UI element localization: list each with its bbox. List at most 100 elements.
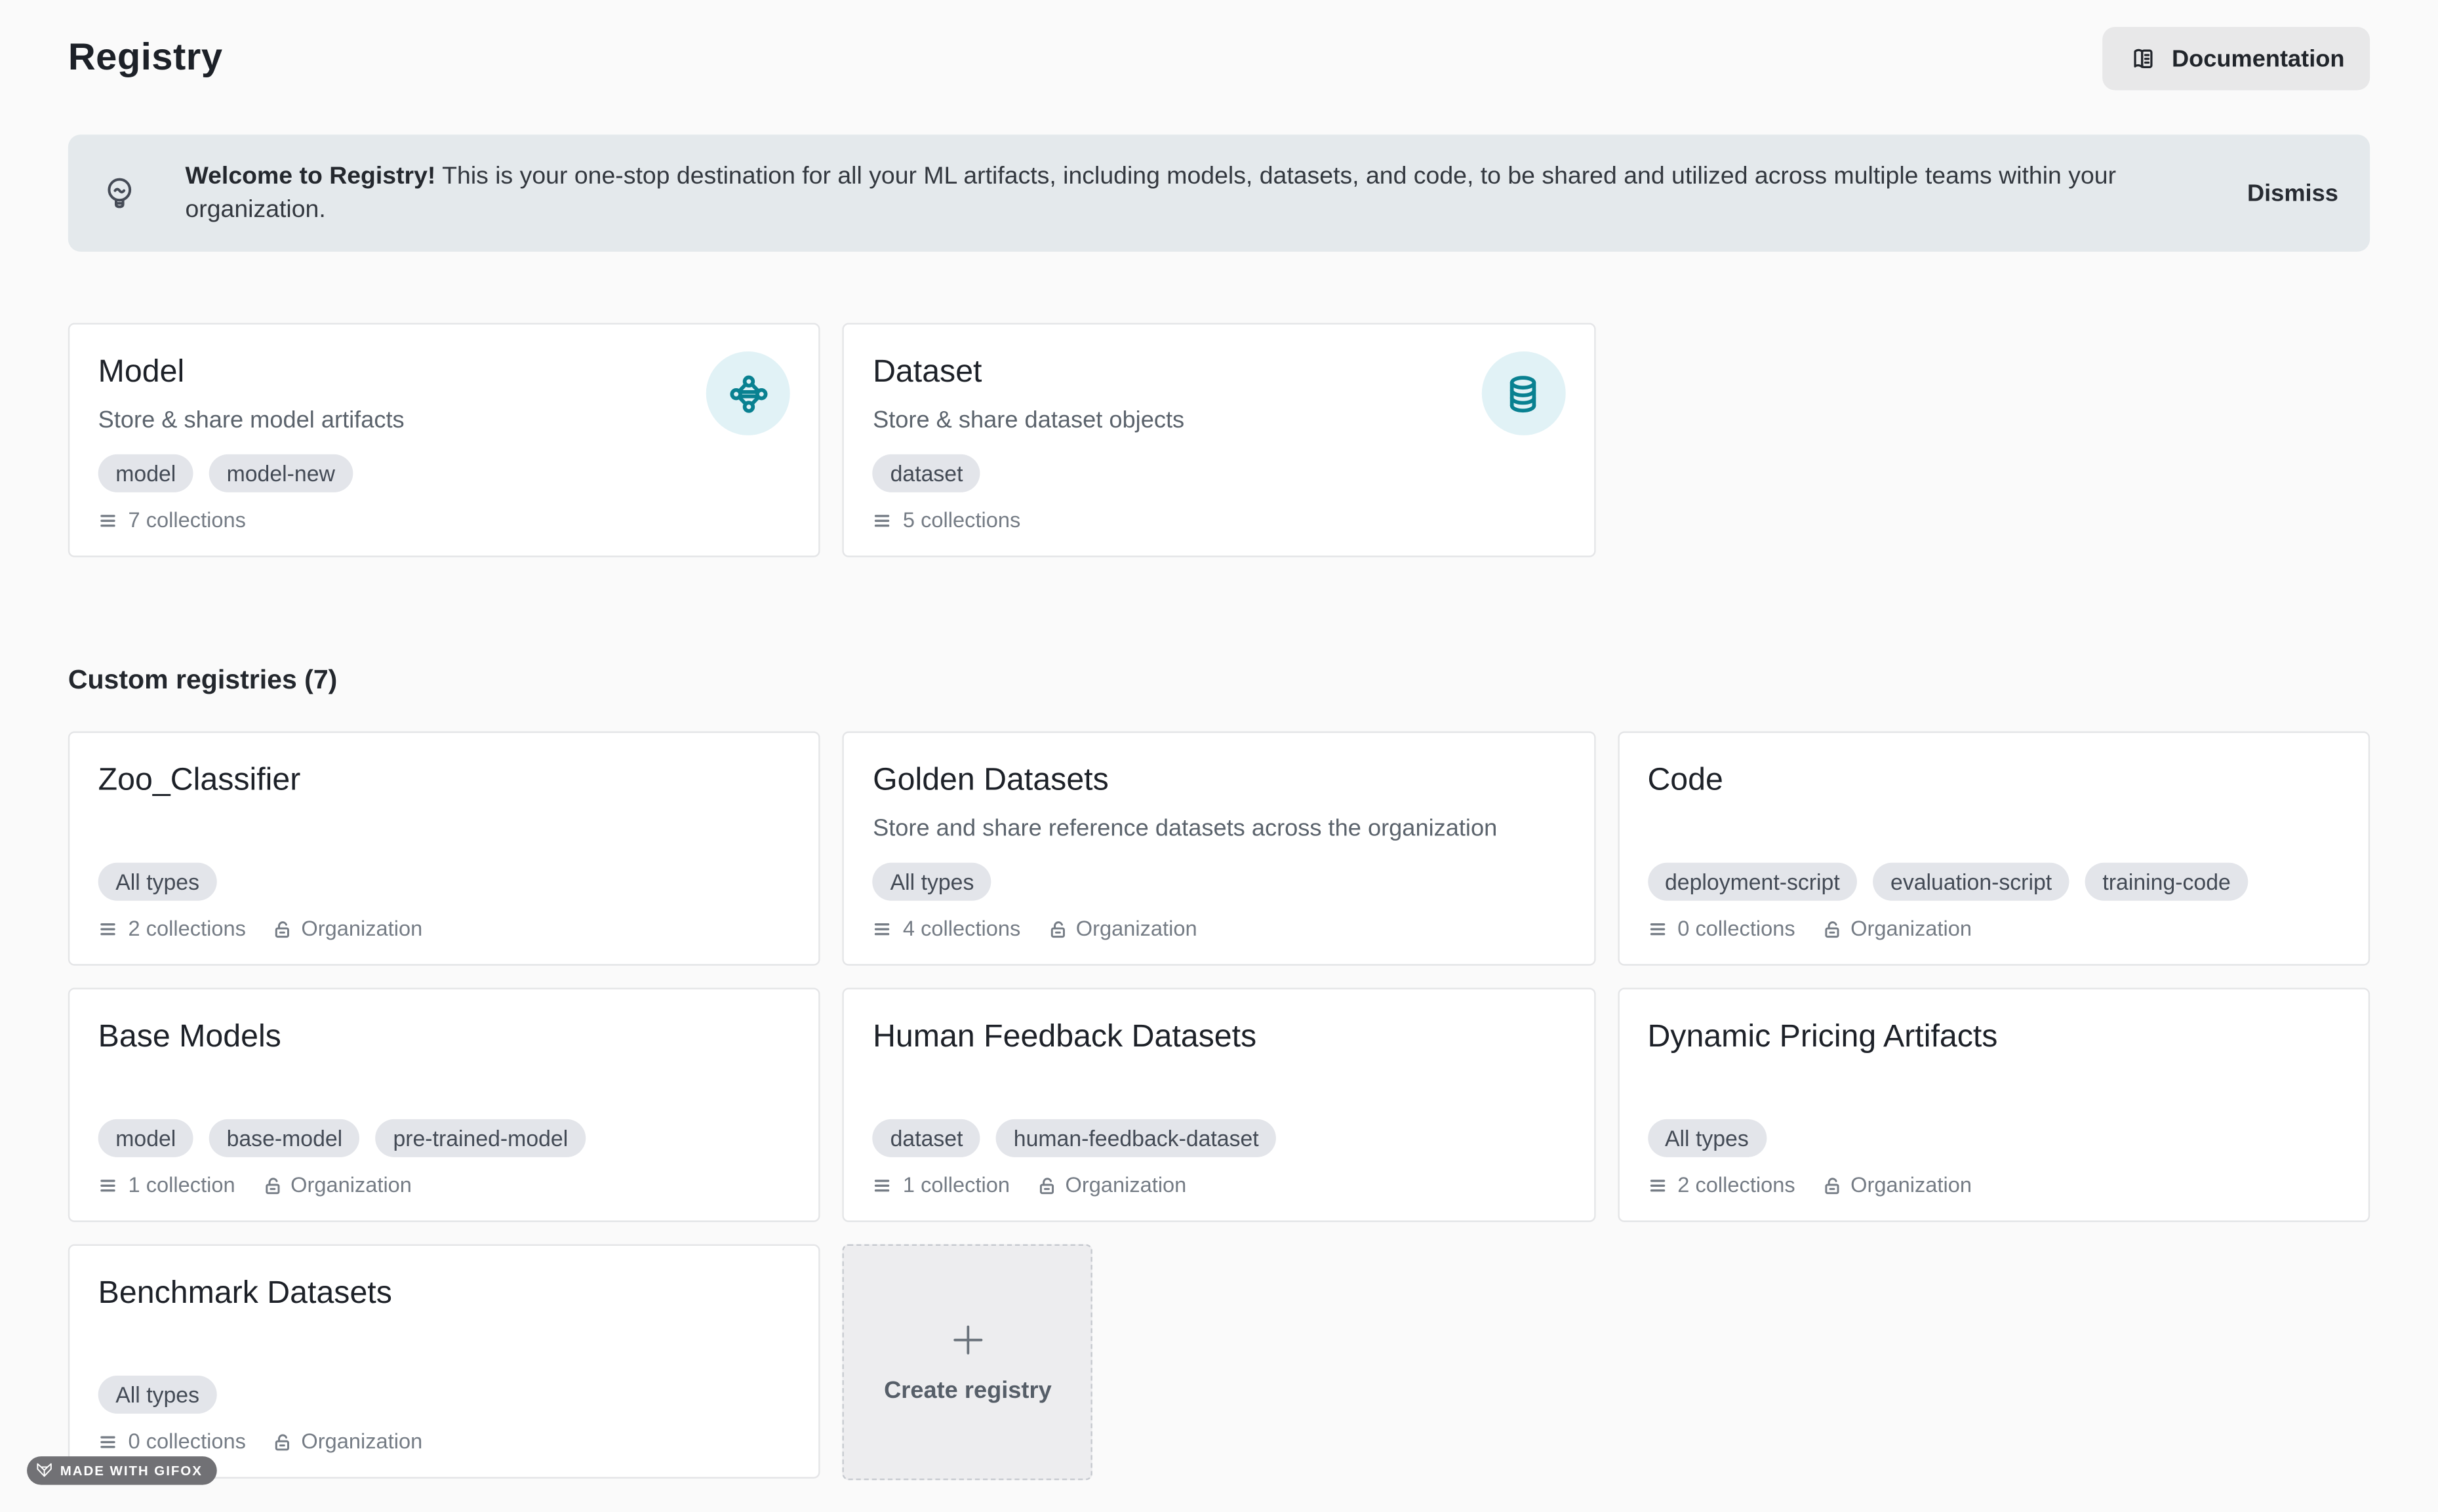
page-header: Registry Documentation	[68, 27, 2370, 90]
visibility-label: Organization	[1850, 916, 1972, 941]
registry-card-title: Dynamic Pricing Artifacts	[1647, 1019, 1998, 1054]
registry-card-title: Code	[1647, 763, 1723, 798]
unlock-icon	[275, 921, 290, 937]
tag-pill: human-feedback-dataset	[996, 1119, 1277, 1157]
tag-pill: All types	[98, 1376, 217, 1414]
card-meta: 2 collections Organization	[98, 916, 423, 941]
registry-card-dataset[interactable]: Dataset Store & share dataset objects da…	[843, 323, 1595, 557]
card-meta: 7 collections	[98, 508, 246, 532]
registry-card-description: Store & share dataset objects	[873, 407, 1185, 434]
visibility-label: Organization	[301, 1429, 423, 1454]
tag-pill: All types	[98, 862, 217, 901]
unlock-icon	[1050, 921, 1065, 937]
collections-meta: 2 collections	[98, 917, 246, 940]
tag-pill: dataset	[873, 1119, 981, 1157]
card-meta: 4 collections Organization	[873, 917, 1197, 940]
page-title: Registry	[68, 36, 223, 79]
registry-card-title: Dataset	[873, 354, 982, 389]
core-registries-grid: Model Store & share model artifacts mode…	[68, 323, 2370, 557]
list-icon	[875, 922, 890, 935]
list-icon	[875, 514, 890, 527]
tag-pill: evaluation-script	[1873, 862, 2069, 901]
registry-card-human-feedback-datasets[interactable]: Human Feedback Datasets dataset human-fe…	[843, 987, 1595, 1222]
model-icon	[706, 351, 791, 435]
create-registry-label: Create registry	[884, 1377, 1052, 1404]
visibility-label: Organization	[1850, 1172, 1972, 1197]
collections-count: 1 collection	[902, 1172, 1010, 1197]
card-meta: 1 collection Organization	[98, 1173, 412, 1197]
card-meta: 0 collections Organization	[1647, 917, 1972, 940]
collections-count: 0 collections	[1677, 916, 1795, 941]
list-icon	[100, 514, 115, 527]
dismiss-button[interactable]: Dismiss	[2244, 173, 2342, 212]
tag-pill: pre-trained-model	[375, 1119, 586, 1157]
registry-card-title: Human Feedback Datasets	[873, 1019, 1257, 1054]
visibility-meta: Organization	[1035, 1172, 1187, 1197]
welcome-banner: Welcome to Registry! This is your one-st…	[68, 134, 2370, 252]
welcome-banner-bold: Welcome to Registry!	[185, 163, 436, 190]
registry-card-title: Zoo_Classifier	[98, 763, 301, 798]
empty-grid-cell	[1618, 323, 2370, 557]
tag-list: model base-model pre-trained-model	[98, 1119, 586, 1157]
registry-card-title: Base Models	[98, 1019, 281, 1054]
registry-card-title: Golden Datasets	[873, 763, 1109, 798]
visibility-meta: Organization	[1820, 1173, 1972, 1197]
tag-list: dataset human-feedback-dataset	[873, 1119, 1277, 1157]
tag-pill: dataset	[873, 454, 981, 492]
registry-card-dynamic-pricing-artifacts[interactable]: Dynamic Pricing Artifacts All types 2 co…	[1617, 987, 2370, 1222]
tag-list: deployment-script evaluation-script trai…	[1647, 862, 2248, 901]
tag-pill: model	[98, 454, 193, 492]
registry-card-description: Store and share reference datasets acros…	[873, 815, 1498, 843]
registry-card-title: Model	[98, 354, 185, 389]
custom-registries-grid: Zoo_Classifier All types 2 collections O…	[68, 731, 2370, 1481]
collections-meta: 0 collections	[98, 1429, 246, 1453]
collections-meta: 4 collections	[873, 917, 1020, 940]
tag-list: All types	[98, 862, 217, 901]
visibility-meta: Organization	[271, 916, 423, 941]
tag-list: All types	[98, 1376, 217, 1414]
visibility-meta: Organization	[1046, 917, 1197, 940]
book-icon	[2134, 48, 2153, 68]
list-icon	[100, 1179, 115, 1191]
visibility-meta: Organization	[271, 1429, 423, 1454]
visibility-label: Organization	[1065, 1172, 1187, 1197]
card-meta: 5 collections	[873, 508, 1020, 532]
unlock-icon	[275, 1433, 290, 1450]
visibility-label: Organization	[301, 916, 423, 941]
collections-meta: 2 collections	[1647, 1173, 1795, 1197]
tag-pill: base-model	[209, 1119, 360, 1157]
lightbulb-icon	[108, 177, 132, 208]
registry-card-golden-datasets[interactable]: Golden Datasets Store and share referenc…	[843, 731, 1595, 966]
tag-pill: training-code	[2085, 862, 2248, 901]
documentation-label: Documentation	[2171, 45, 2345, 72]
documentation-button[interactable]: Documentation	[2102, 27, 2370, 90]
registry-card-model[interactable]: Model Store & share model artifacts mode…	[68, 323, 821, 557]
registry-card-benchmark-datasets[interactable]: Benchmark Datasets All types 0 collectio…	[68, 1244, 821, 1479]
registry-card-description: Store & share model artifacts	[98, 407, 405, 434]
registry-card-code[interactable]: Code deployment-script evaluation-script…	[1617, 731, 2370, 966]
registry-card-base-models[interactable]: Base Models model base-model pre-trained…	[68, 987, 821, 1222]
tag-list: All types	[873, 862, 991, 901]
collections-count: 1 collection	[128, 1172, 235, 1197]
made-with-gifox-badge[interactable]: MADE WITH GIFOX	[27, 1456, 217, 1485]
tag-pill: model-new	[209, 454, 353, 492]
tag-list: model model-new	[98, 454, 353, 492]
collections-count: 2 collections	[128, 916, 246, 941]
fox-icon	[37, 1463, 52, 1477]
list-icon	[100, 922, 115, 935]
made-with-gifox-label: MADE WITH GIFOX	[60, 1462, 203, 1479]
visibility-meta: Organization	[260, 1173, 412, 1197]
registry-card-zoo-classifier[interactable]: Zoo_Classifier All types 2 collections O…	[68, 731, 821, 966]
create-registry-button[interactable]: Create registry	[843, 1244, 1093, 1481]
tag-list: All types	[1647, 1119, 1767, 1157]
card-meta: 2 collections Organization	[1647, 1173, 1972, 1197]
unlock-icon	[265, 1177, 279, 1193]
unlock-icon	[1039, 1177, 1054, 1193]
tag-pill: model	[98, 1119, 193, 1157]
collections-count: 7 collections	[128, 507, 246, 532]
tag-pill: All types	[873, 862, 991, 901]
plus-icon	[953, 1325, 982, 1355]
visibility-label: Organization	[1075, 916, 1197, 941]
collections-count: 0 collections	[128, 1429, 246, 1454]
visibility-label: Organization	[290, 1172, 412, 1197]
